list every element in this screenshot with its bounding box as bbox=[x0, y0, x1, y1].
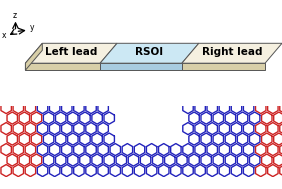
Polygon shape bbox=[182, 63, 265, 70]
Polygon shape bbox=[100, 63, 182, 70]
Text: RSOI: RSOI bbox=[135, 47, 164, 57]
Polygon shape bbox=[25, 43, 42, 70]
Text: z: z bbox=[12, 11, 16, 20]
Polygon shape bbox=[100, 43, 199, 63]
Text: x: x bbox=[2, 31, 6, 40]
Polygon shape bbox=[182, 43, 282, 63]
Text: Right lead: Right lead bbox=[202, 47, 262, 57]
Polygon shape bbox=[25, 43, 117, 63]
Text: Left lead: Left lead bbox=[45, 47, 97, 57]
Text: y: y bbox=[30, 23, 34, 32]
Polygon shape bbox=[25, 63, 100, 70]
